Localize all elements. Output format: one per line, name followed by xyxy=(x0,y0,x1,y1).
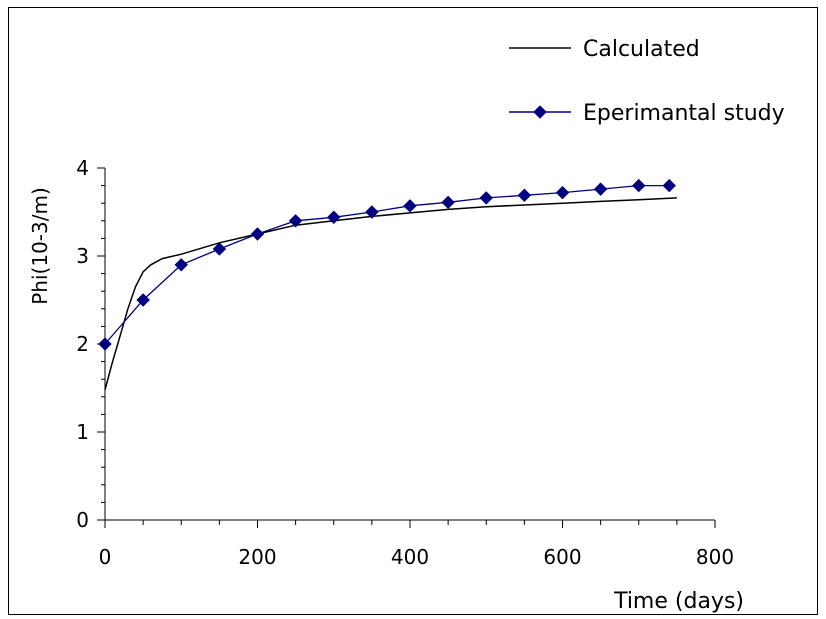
legend: Calculated Eperimantal study xyxy=(509,37,785,126)
data-point xyxy=(250,227,265,241)
data-point xyxy=(662,178,676,193)
data-point xyxy=(479,191,493,205)
data-point xyxy=(212,242,227,256)
data-point xyxy=(632,178,646,193)
data-point xyxy=(441,195,455,210)
x-tick-label: 800 xyxy=(696,545,734,569)
x-tick-label: 200 xyxy=(238,545,276,569)
y-tick-label: 2 xyxy=(76,332,89,356)
y-tick-label: 3 xyxy=(76,244,89,268)
series-line-calculated xyxy=(104,197,677,390)
data-point xyxy=(327,210,341,224)
y-tick-label: 4 xyxy=(76,156,89,180)
data-point xyxy=(365,205,379,219)
x-tick-label: 0 xyxy=(99,545,112,569)
x-tick-label: 600 xyxy=(543,545,581,569)
data-point xyxy=(136,293,150,307)
data-point xyxy=(555,185,570,200)
y-tick-label: 0 xyxy=(76,508,89,532)
x-axis-label: Time (days) xyxy=(613,589,744,614)
series-layer xyxy=(98,178,677,390)
x-tick-label: 400 xyxy=(391,545,429,569)
axes: 0 1 2 3 4 0 200 400 600 800 xyxy=(76,156,734,569)
data-point xyxy=(517,188,532,202)
series-line-eperimantal-study xyxy=(104,184,670,345)
legend-label: Calculated xyxy=(583,37,700,62)
data-point xyxy=(98,337,112,351)
y-axis-label: Phi(10-3/m) xyxy=(28,187,52,305)
data-point xyxy=(174,258,188,272)
data-point xyxy=(288,214,303,228)
legend-swatch-marker xyxy=(533,105,547,119)
y-tick-label: 1 xyxy=(76,420,89,444)
data-point xyxy=(403,199,417,213)
chart-frame: 0 1 2 3 4 0 200 400 600 800 Calculated Eperimantal… xyxy=(8,7,818,615)
legend-label: Eperimantal study xyxy=(583,101,785,126)
line-chart: 0 1 2 3 4 0 200 400 600 800 Calculated Eperimantal… xyxy=(28,37,785,614)
data-point xyxy=(593,182,608,196)
